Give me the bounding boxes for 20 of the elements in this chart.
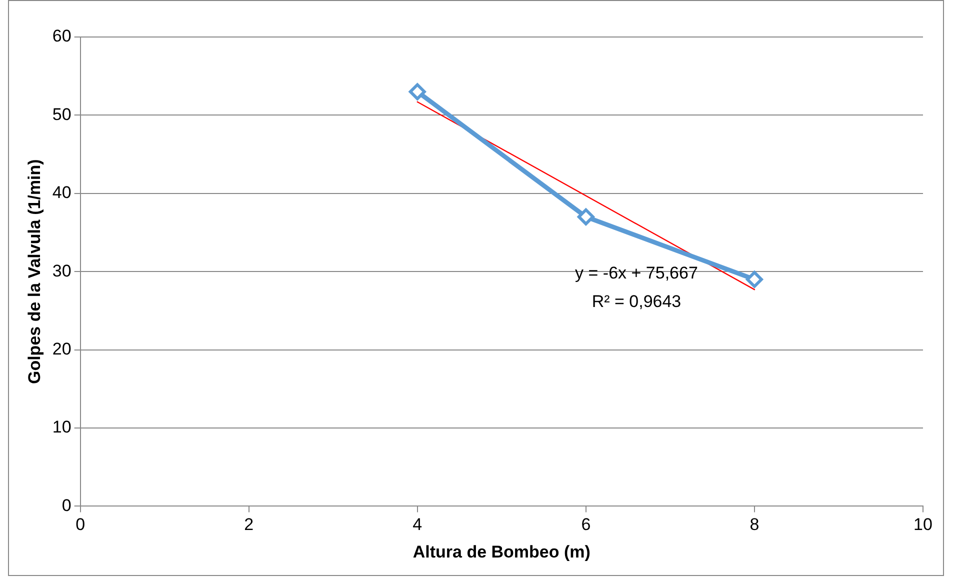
point — [746, 270, 763, 288]
point — [577, 208, 594, 226]
annotation: R² = 0,9643 — [592, 292, 682, 311]
x-tick-label: 2 — [244, 515, 254, 534]
y-tick-label: 0 — [62, 496, 72, 515]
x-tick-label: 4 — [412, 515, 422, 534]
annotation: y = -6x + 75,667 — [575, 264, 698, 283]
x-tick-label: 8 — [750, 515, 760, 534]
x-tick-label: 10 — [914, 515, 932, 534]
x-axis-title: Altura de Bombeo (m) — [412, 542, 590, 562]
y-tick-label: 50 — [52, 104, 72, 124]
x-tick-label: 0 — [76, 515, 86, 534]
x-tick-label: 6 — [581, 515, 591, 534]
y-axis-title: Golpes de la Valvula (1/min) — [24, 159, 44, 384]
y-tick-label: 30 — [52, 261, 72, 280]
y-tick-label: 10 — [52, 418, 72, 437]
y-tick-label: 20 — [52, 339, 72, 358]
y-tick-label: 60 — [52, 26, 72, 46]
y-tick-label: 40 — [52, 183, 72, 202]
point — [408, 83, 426, 100]
